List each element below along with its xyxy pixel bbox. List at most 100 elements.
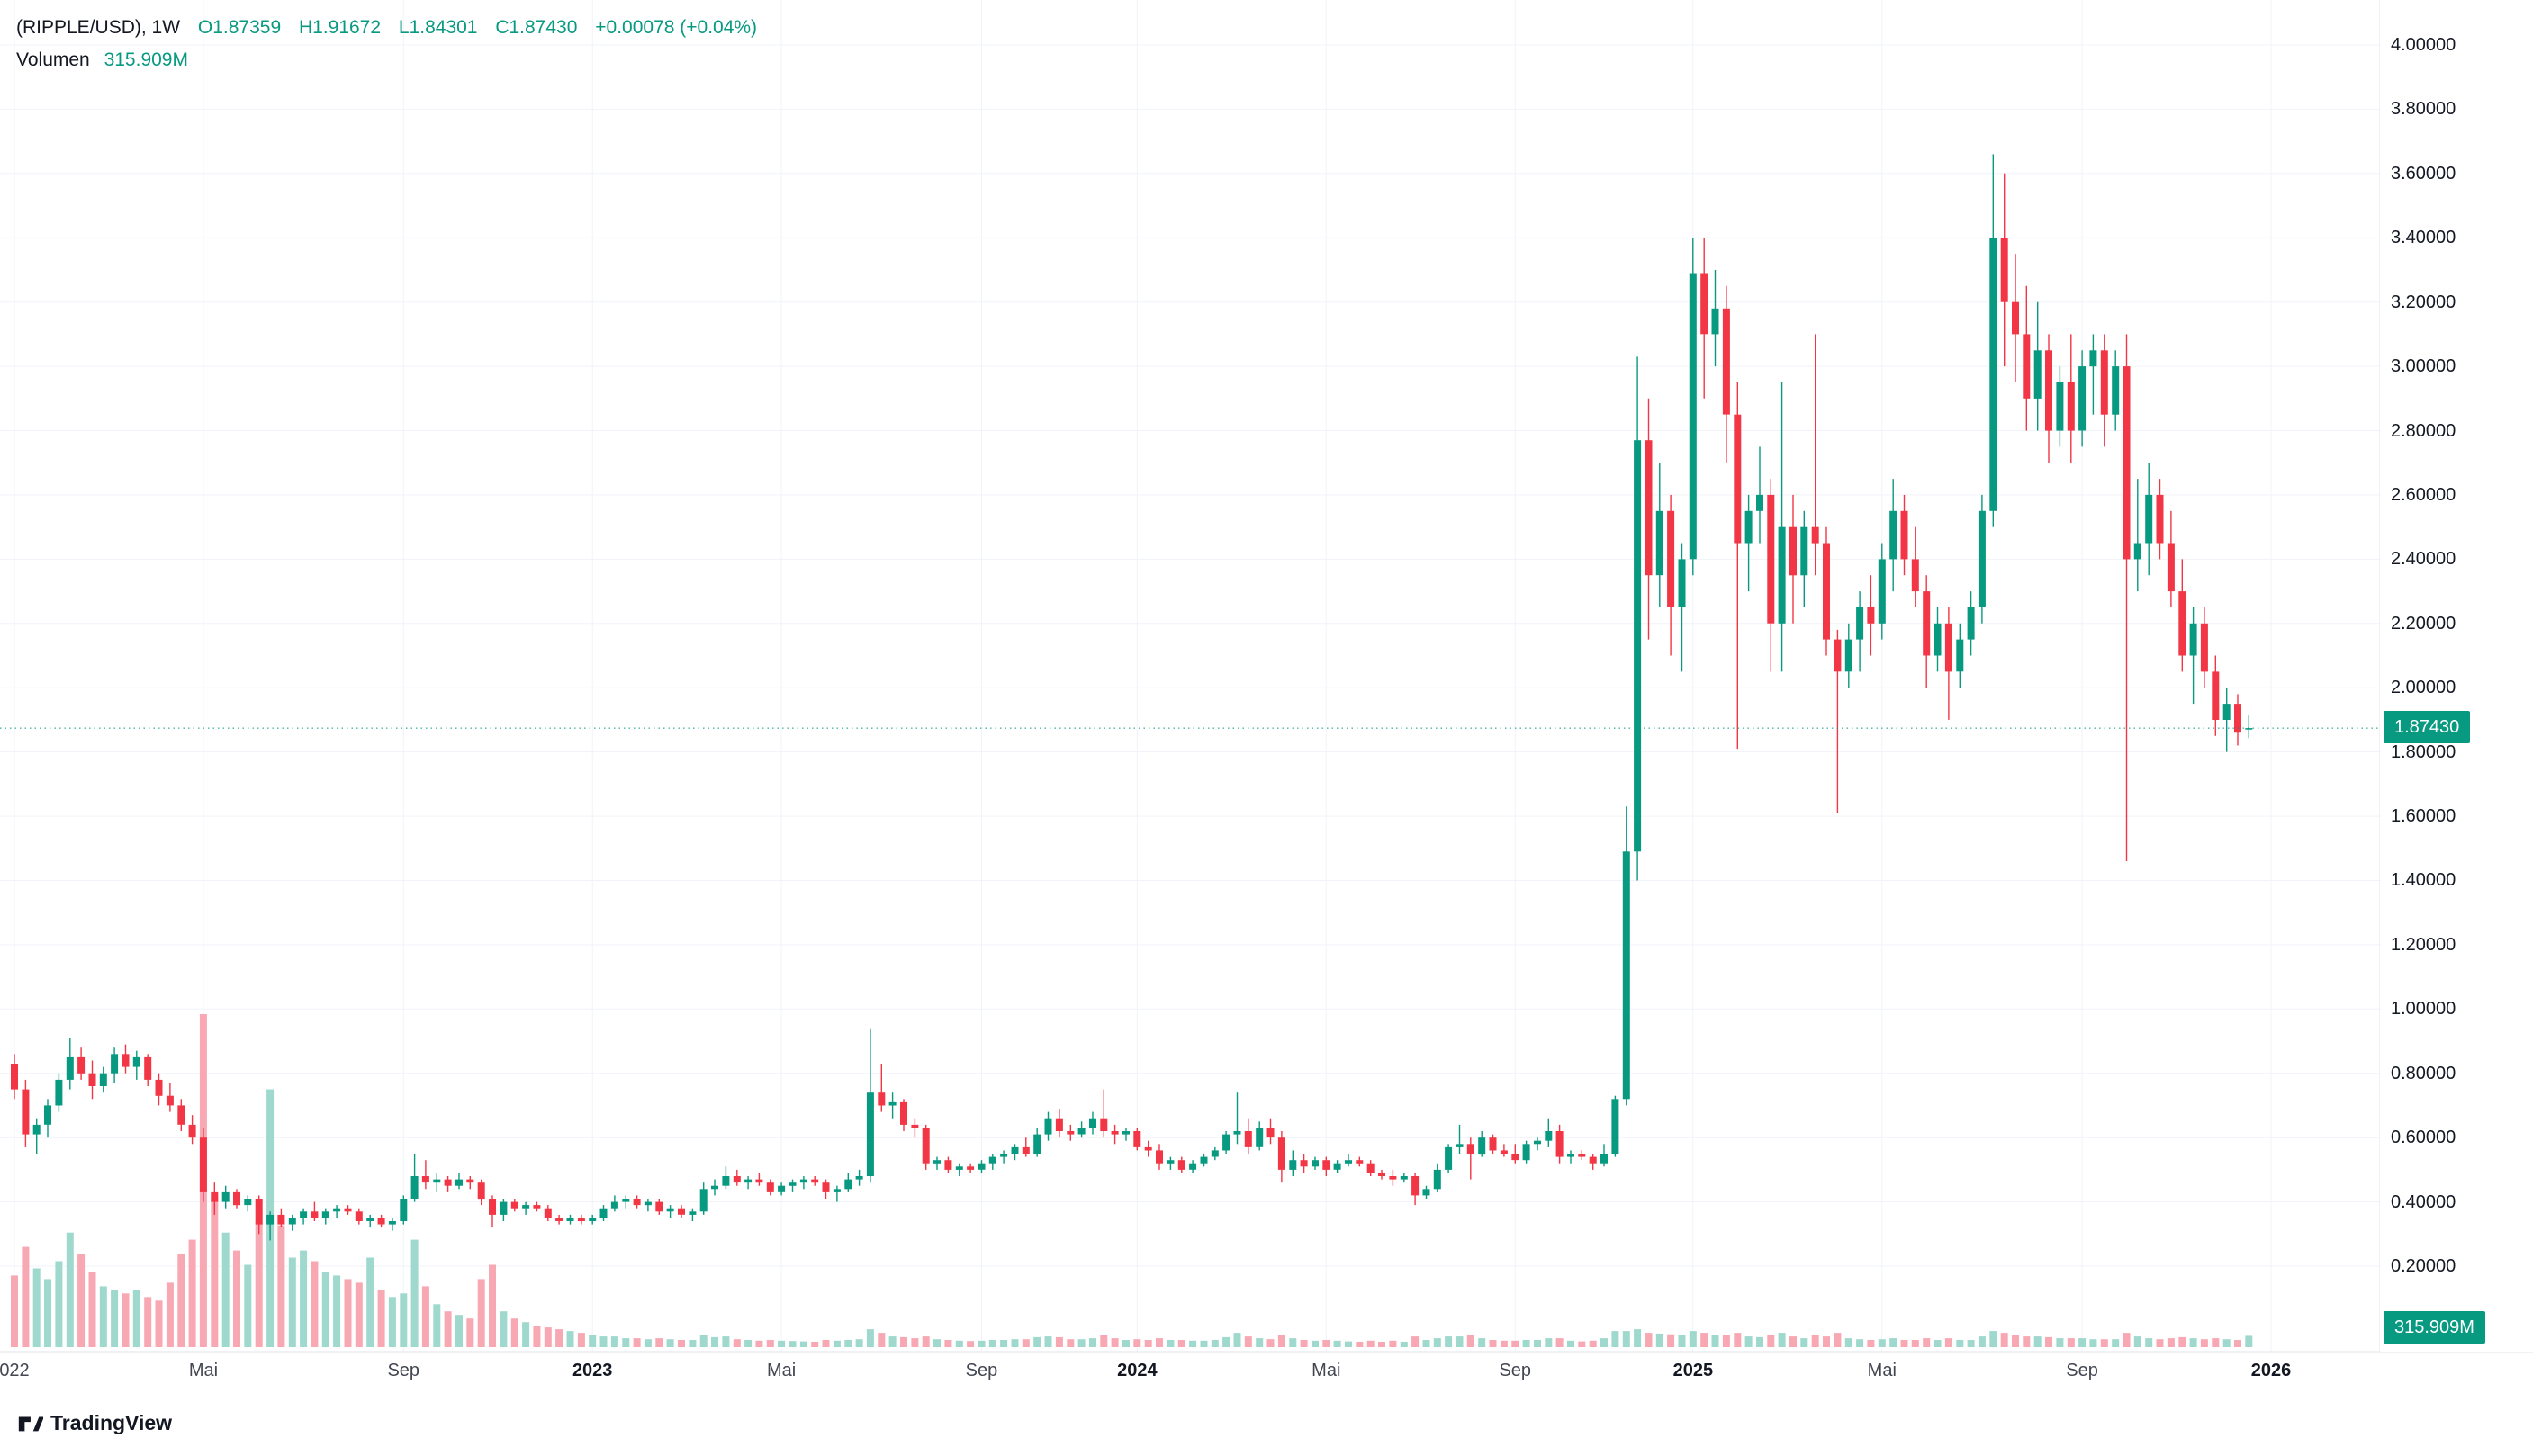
volume-bar: [421, 1286, 429, 1347]
candle-body: [1856, 607, 1864, 640]
volume-bar: [2067, 1338, 2075, 1347]
candle-body: [77, 1056, 86, 1074]
chart-legend: (RIPPLE/USD), 1W O1.87359 H1.91672 L1.84…: [16, 14, 757, 74]
candle-body: [789, 1182, 797, 1186]
candle-body: [2089, 350, 2097, 367]
candle-body: [255, 1199, 263, 1225]
volume-bar: [1844, 1338, 1852, 1347]
volume-bar: [699, 1335, 708, 1347]
candle-body: [1200, 1156, 1208, 1164]
volume-bar: [978, 1340, 986, 1347]
volume-bar: [300, 1250, 308, 1347]
volume-bar: [155, 1300, 163, 1347]
volume-bar: [1000, 1340, 1008, 1347]
volume-bar: [689, 1340, 697, 1347]
volume-bar: [1133, 1339, 1141, 1347]
volume-bar: [577, 1333, 585, 1347]
candle-body: [522, 1205, 530, 1209]
volume-bar: [778, 1340, 786, 1347]
price-tick-label: 0.60000: [2391, 1128, 2456, 1148]
volume-bar: [388, 1297, 396, 1347]
volume-bar: [1345, 1341, 1352, 1347]
candle-body: [2100, 350, 2108, 415]
ohlc-high-value: H1.91672: [298, 17, 382, 38]
volume-bar: [655, 1338, 663, 1347]
volume-bar: [2245, 1335, 2253, 1347]
candle-body: [1466, 1144, 1474, 1154]
volume-bar: [1445, 1336, 1453, 1347]
time-axis[interactable]: 022 Mai Sep 2023 Mai Sep 2024 Mai Sep 2025 Mai Sep 2…: [0, 1355, 2380, 1391]
volume-bar: [1333, 1340, 1341, 1347]
volume-bar: [1555, 1338, 1564, 1347]
volume-bar: [1800, 1338, 1808, 1347]
candle-body: [2245, 728, 2253, 730]
tradingview-logo-icon: [18, 1416, 43, 1432]
candle-body: [1511, 1154, 1519, 1161]
volume-bar: [1277, 1335, 1285, 1347]
volume-bar: [55, 1261, 63, 1347]
volume-bar: [1567, 1340, 1574, 1347]
candle-body: [1222, 1134, 1230, 1151]
candle-body: [1823, 543, 1830, 640]
candle-body: [344, 1208, 352, 1212]
candle-body: [1033, 1134, 1041, 1154]
price-tick-label: 2.00000: [2391, 678, 2456, 698]
candle-body: [666, 1208, 674, 1212]
price-tick-label: 1.00000: [2391, 999, 2456, 1020]
volume-bar: [311, 1261, 319, 1347]
candle-body: [955, 1166, 963, 1170]
candle-body: [1589, 1156, 1597, 1164]
volume-bar: [2123, 1333, 2131, 1347]
candle-body: [1756, 494, 1763, 511]
time-tick-label: Sep: [1499, 1361, 1532, 1380]
volume-bar: [622, 1338, 630, 1347]
volume-bar: [132, 1290, 140, 1347]
candle-body: [510, 1201, 518, 1209]
volume-bar: [1611, 1331, 1619, 1347]
volume-bar: [1500, 1340, 1508, 1347]
volume-bar: [922, 1336, 930, 1347]
candle-body: [1133, 1131, 1141, 1147]
price-axis[interactable]: 4.00000 3.80000 3.60000 3.40000 3.20000 3.000…: [2380, 0, 2533, 1352]
tradingview-logo[interactable]: TradingView: [16, 1409, 172, 1436]
candle-body: [2078, 366, 2087, 431]
volume-bar: [1167, 1340, 1175, 1347]
symbol-title[interactable]: (RIPPLE/USD), 1W: [16, 17, 181, 38]
candle-body: [1867, 607, 1875, 624]
ohlc-low-value: L1.84301: [398, 17, 478, 38]
candle-body: [1500, 1150, 1508, 1154]
candle-body: [1744, 510, 1753, 544]
candle-body: [221, 1191, 230, 1202]
candle-body: [577, 1218, 585, 1221]
candle-body: [1489, 1137, 1497, 1151]
volume-bar: [400, 1293, 408, 1347]
candle-body: [866, 1092, 874, 1176]
volume-bar: [1300, 1340, 1308, 1347]
volume-bar: [733, 1339, 741, 1347]
candle-body: [2123, 366, 2131, 560]
volume-bar: [2156, 1339, 2164, 1347]
volume-bar: [466, 1318, 474, 1347]
volume-bar: [1744, 1336, 1753, 1347]
candle-body: [1534, 1140, 1541, 1145]
candle-body: [1844, 639, 1852, 672]
time-tick-label: 2023: [572, 1361, 613, 1380]
volume-bar: [2178, 1336, 2186, 1347]
candle-body: [2167, 543, 2175, 592]
candle-body: [44, 1105, 51, 1125]
volume-bar: [1578, 1341, 1586, 1347]
volume-bar: [500, 1311, 508, 1347]
candle-body: [1233, 1131, 1241, 1135]
volume-bar: [955, 1340, 963, 1347]
candle-body: [1067, 1131, 1075, 1135]
symbol-legend-row: (RIPPLE/USD), 1W O1.87359 H1.91672 L1.84…: [16, 14, 757, 41]
volume-bar: [1478, 1338, 1486, 1347]
volume-indicator-label[interactable]: Volumen: [16, 49, 90, 70]
candle-body: [1911, 559, 1919, 592]
time-tick-label: 2025: [1672, 1361, 1714, 1380]
candle-body: [400, 1199, 408, 1221]
volume-bar: [2000, 1333, 2008, 1347]
candle-body: [111, 1054, 119, 1074]
price-tick-label: 1.80000: [2391, 741, 2456, 762]
